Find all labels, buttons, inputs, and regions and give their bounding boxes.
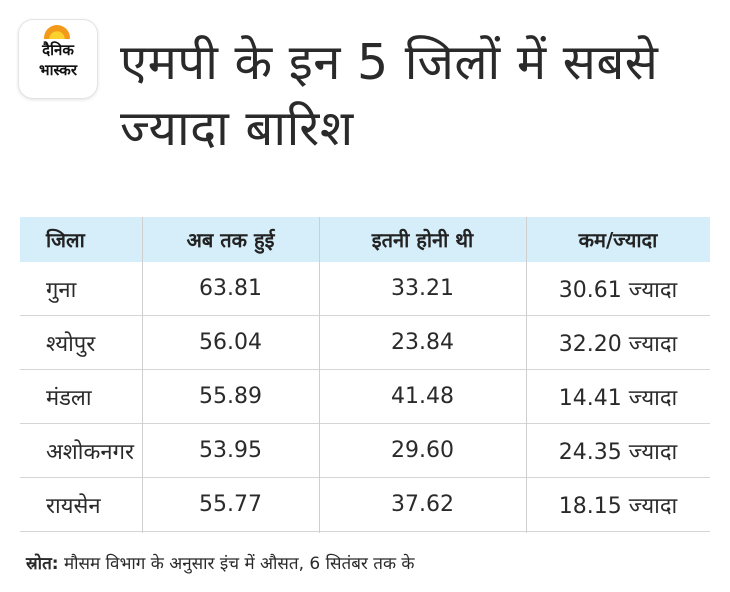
table-row: श्योपुर 56.04 23.84 32.20 ज्यादा: [20, 316, 710, 370]
table-row: गुना 63.81 33.21 30.61 ज्यादा: [20, 262, 710, 316]
district-cell: श्योपुर: [46, 331, 96, 357]
district-cell: रायसेन: [46, 493, 101, 519]
table-row: मंडला 55.89 41.48 14.41 ज्यादा: [20, 370, 710, 424]
expected-rainfall-cell: 33.21: [391, 276, 454, 301]
rainfall-so-far-cell: 63.81: [199, 276, 262, 301]
expected-rainfall-cell: 41.48: [391, 384, 454, 409]
logo-text-line1: दैनिक: [42, 41, 74, 59]
header-expected-rainfall: इतनी होनी थी: [371, 228, 474, 252]
district-cell: गुना: [46, 277, 77, 303]
district-cell: मंडला: [46, 385, 92, 411]
table-header-row: जिला अब तक हुई इतनी होनी थी कम/ज्यादा: [20, 217, 710, 262]
expected-rainfall-cell: 23.84: [391, 330, 454, 355]
rainfall-table: जिला अब तक हुई इतनी होनी थी कम/ज्यादा गु…: [20, 217, 710, 533]
expected-rainfall-cell: 29.60: [391, 438, 454, 463]
difference-cell: 14.41 ज्यादा: [558, 385, 678, 411]
rainfall-so-far-cell: 55.89: [199, 384, 262, 409]
dainik-bhaskar-logo: दैनिक भास्कर: [19, 20, 97, 98]
difference-cell: 30.61 ज्यादा: [558, 277, 678, 303]
rainfall-so-far-cell: 55.77: [199, 492, 262, 517]
header-rainfall-so-far: अब तक हुई: [186, 228, 275, 252]
page-title: एमपी के इन 5 जिलों में सबसे ज्यादा बारिश: [120, 34, 659, 157]
header-district: जिला: [46, 228, 85, 252]
column-divider: [526, 217, 527, 533]
rainfall-so-far-cell: 53.95: [199, 438, 262, 463]
table-row: रायसेन 55.77 37.62 18.15 ज्यादा: [20, 478, 710, 532]
column-divider: [319, 217, 320, 533]
logo-text-line2: भास्कर: [39, 61, 77, 79]
header-difference: कम/ज्यादा: [578, 228, 658, 252]
sun-icon: [44, 25, 70, 39]
difference-cell: 24.35 ज्यादा: [558, 439, 678, 465]
column-divider: [142, 217, 143, 533]
table-row: अशोकनगर 53.95 29.60 24.35 ज्यादा: [20, 424, 710, 478]
district-cell: अशोकनगर: [46, 439, 134, 465]
expected-rainfall-cell: 37.62: [391, 492, 454, 517]
rainfall-so-far-cell: 56.04: [199, 330, 262, 355]
source-text: मौसम विभाग के अनुसार इंच में औसत, 6 सितं…: [58, 554, 415, 574]
source-note: स्रोत: मौसम विभाग के अनुसार इंच में औसत,…: [26, 551, 415, 574]
difference-cell: 18.15 ज्यादा: [558, 493, 678, 519]
source-label: स्रोत:: [26, 554, 59, 574]
difference-cell: 32.20 ज्यादा: [558, 331, 678, 357]
